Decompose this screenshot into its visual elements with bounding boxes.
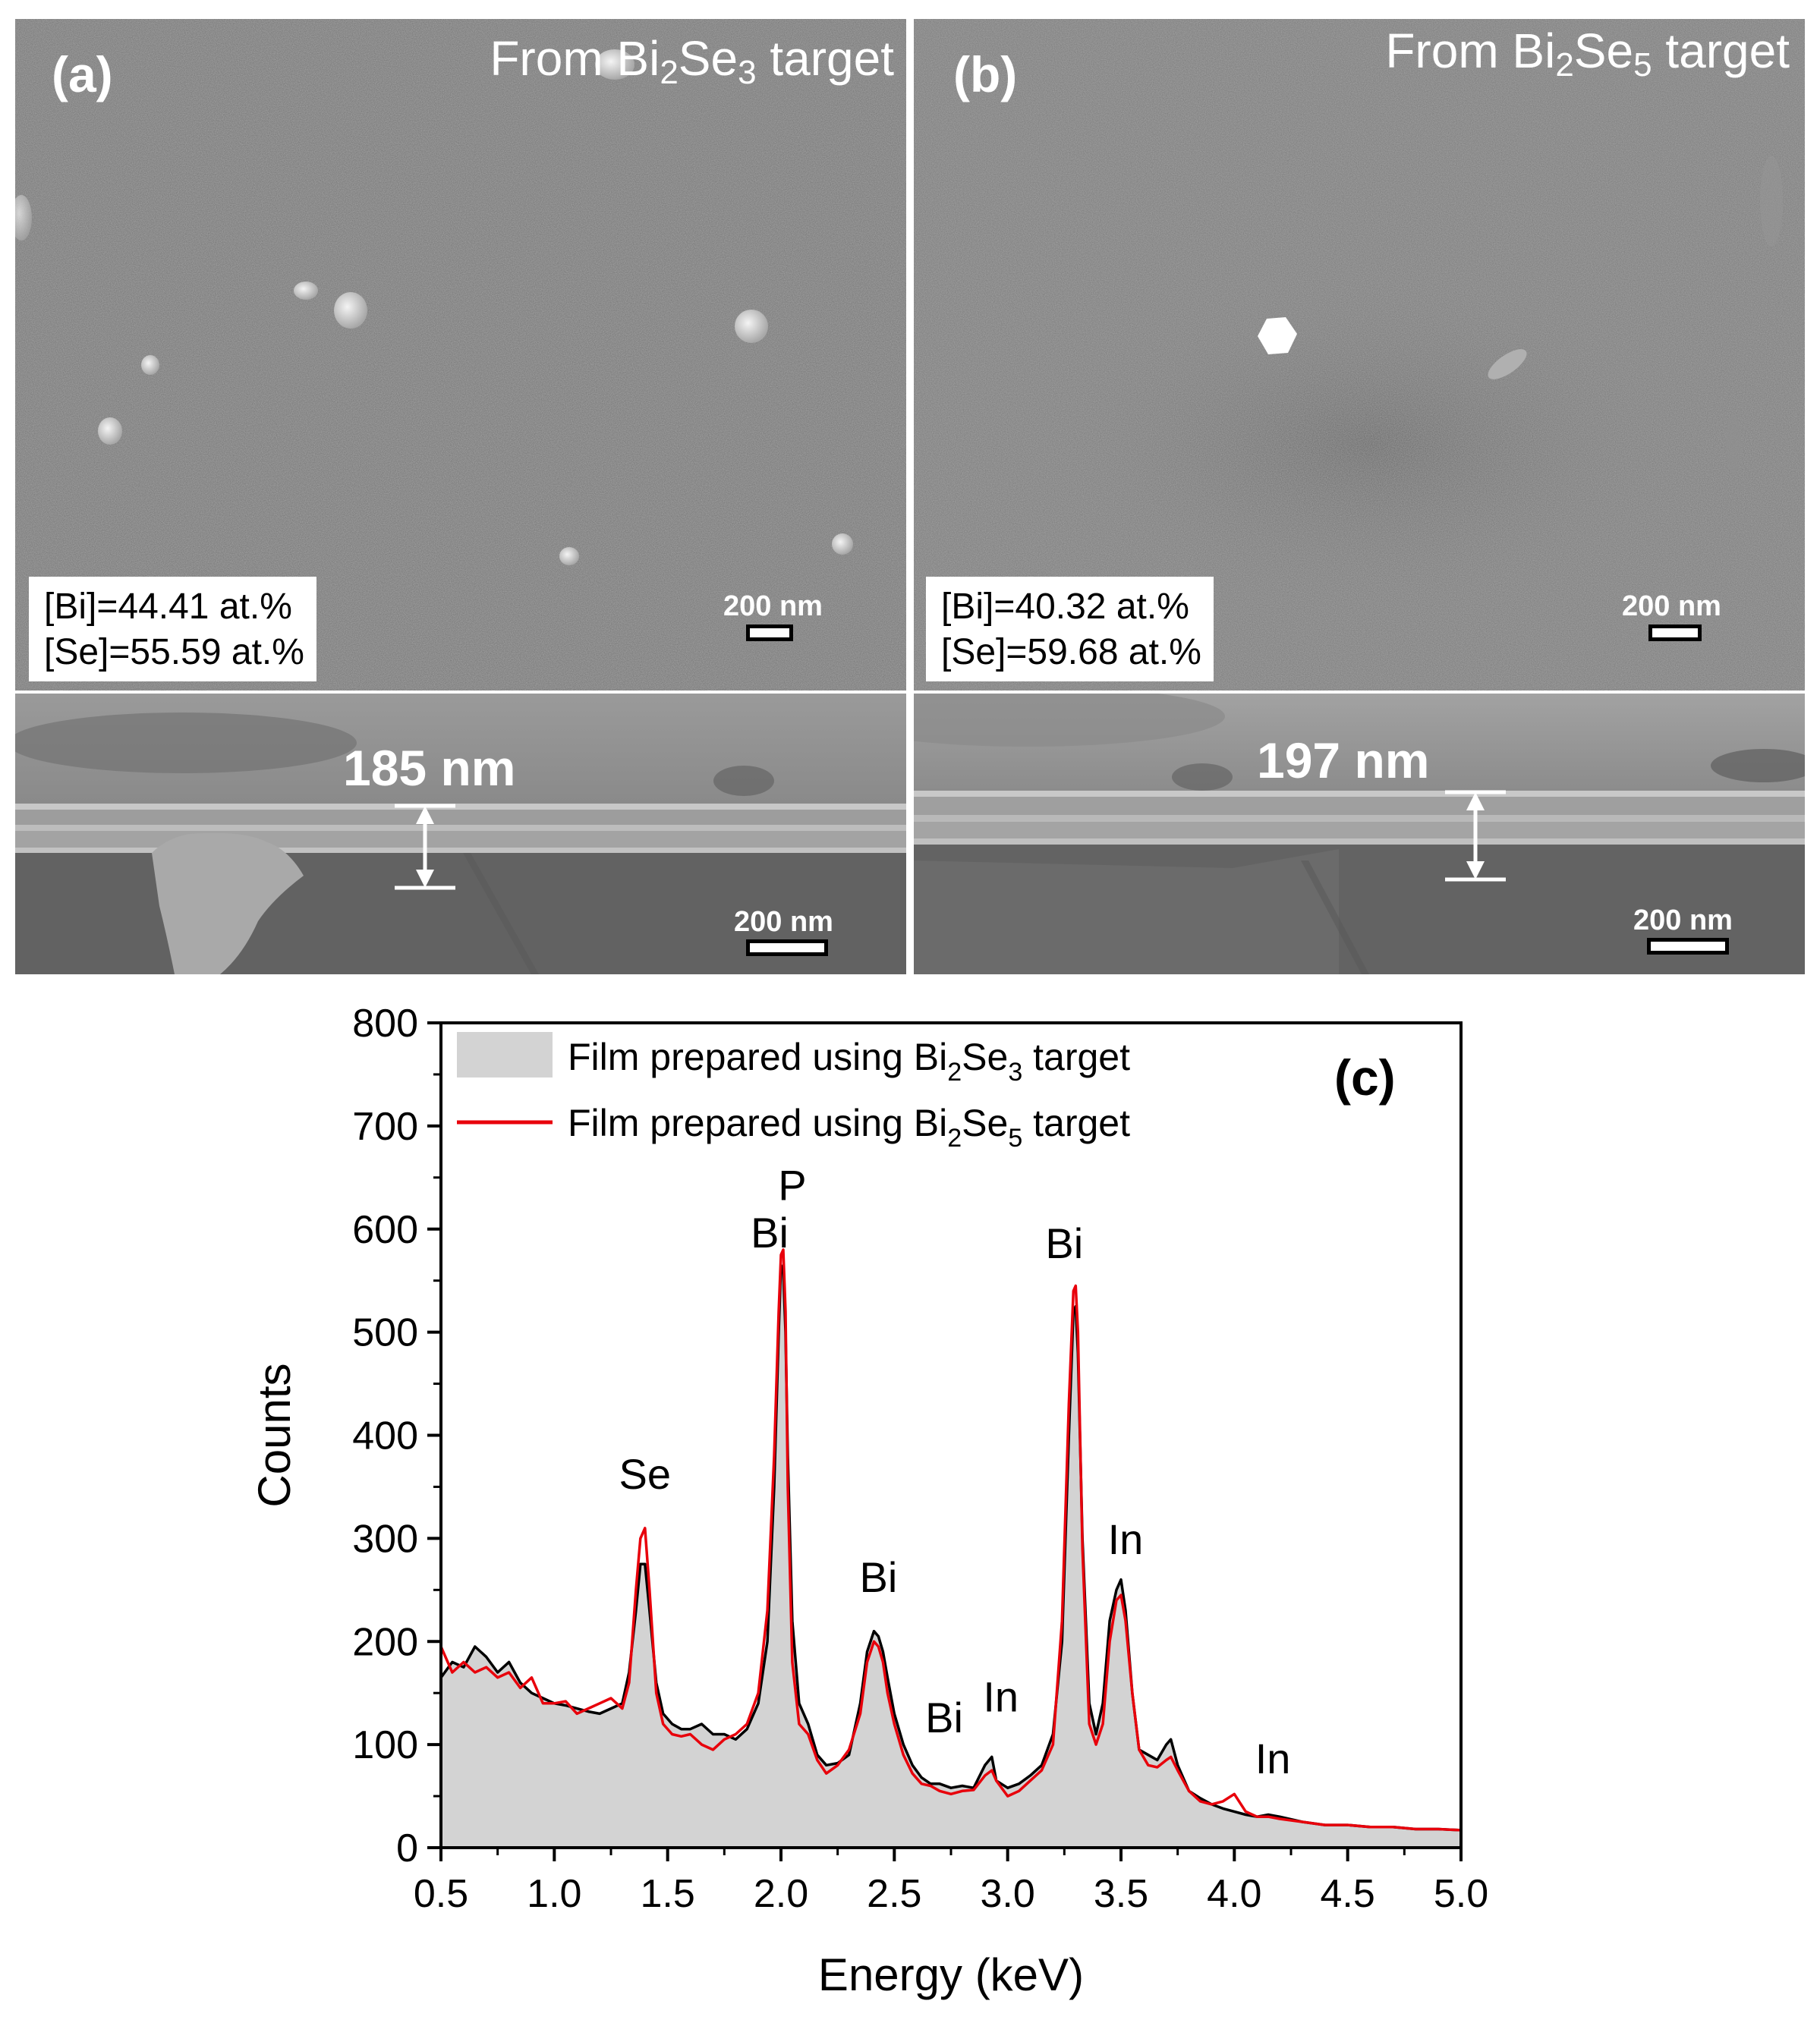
peak-label-in: In xyxy=(1255,1735,1291,1782)
scale-text-b-top: 200 nm xyxy=(1622,590,1721,622)
particle xyxy=(559,547,579,565)
y-tick-label: 100 xyxy=(352,1723,418,1767)
particle xyxy=(15,195,32,241)
x-tick-label: 0.5 xyxy=(414,1872,468,1916)
se-composition: [Se]=55.59 at.% xyxy=(44,632,304,672)
x-axis-label: Energy (keV) xyxy=(818,1949,1084,2000)
composition-box-b: [Bi]=40.32 at.% [Se]=59.68 at.% xyxy=(926,577,1214,681)
x-tick-label: 1.5 xyxy=(641,1872,695,1916)
target-subscript: 2 xyxy=(1555,46,1574,83)
target-subscript: 2 xyxy=(660,54,679,91)
peak-label-bi: Bi xyxy=(1045,1219,1083,1267)
target-prefix: From Bi xyxy=(1385,24,1556,78)
x-tick-label: 3.5 xyxy=(1094,1872,1148,1916)
y-tick-label: 200 xyxy=(352,1620,418,1664)
eds-spectrum-chart: 0.5 1.0 1.5 2.0 2.5 3.0 3.5 4.0 4.5 5.0 0 100 200 300… xyxy=(249,1002,1488,2000)
y-tick-label: 500 xyxy=(352,1311,418,1355)
scale-text-a-top: 200 nm xyxy=(723,590,823,622)
scale-text-b-cross: 200 nm xyxy=(1633,904,1733,936)
peak-label-in: In xyxy=(1108,1515,1144,1563)
legend-swatch-area xyxy=(457,1032,553,1077)
particle xyxy=(334,292,367,329)
x-tick-label: 5.0 xyxy=(1434,1872,1488,1916)
target-subscript: 3 xyxy=(738,54,757,91)
target-suffix: target xyxy=(1652,24,1790,78)
peak-label-bi: Bi xyxy=(751,1209,789,1257)
thickness-label-a: 185 nm xyxy=(343,740,516,796)
panel-label-b: (b) xyxy=(953,46,1018,102)
peak-label-p: P xyxy=(778,1162,806,1210)
y-tick-label: 600 xyxy=(352,1208,418,1252)
sem-panel-a-top: (a) From Bi2Se3 target [Bi]=44.41 at.% [… xyxy=(15,19,906,691)
x-tick-label: 4.5 xyxy=(1321,1872,1375,1916)
bi-composition: [Bi]=40.32 at.% xyxy=(941,587,1189,627)
target-label-a: From Bi2Se3 target xyxy=(490,34,894,90)
series-area-bi2se3 xyxy=(441,1265,1461,1848)
cross-section-image-a xyxy=(15,694,906,974)
x-tick-label: 2.5 xyxy=(867,1872,921,1916)
scale-bar-b-top xyxy=(1648,624,1702,641)
panel-label-a: (a) xyxy=(52,46,113,102)
bi-composition: [Bi]=44.41 at.% xyxy=(44,587,292,627)
legend-entry: Film prepared using Bi2Se3 target xyxy=(568,1036,1130,1087)
target-prefix: From Bi xyxy=(490,31,660,86)
y-axis-label: Counts xyxy=(249,1363,300,1507)
x-tick-label: 4.0 xyxy=(1207,1872,1261,1916)
y-tick-label: 800 xyxy=(352,1002,418,1046)
scale-bar-a-top xyxy=(746,624,793,641)
sem-panel-b-cross: 197 nm 200 nm xyxy=(914,694,1805,974)
x-tick-label: 2.0 xyxy=(754,1872,808,1916)
y-tick-label: 300 xyxy=(352,1517,418,1561)
particle xyxy=(595,49,634,80)
target-suffix: target xyxy=(756,31,894,86)
particle xyxy=(832,533,853,555)
thickness-label-b: 197 nm xyxy=(1257,732,1430,788)
panel-label-c: (c) xyxy=(1334,1049,1396,1106)
x-tick-label: 3.0 xyxy=(981,1872,1035,1916)
scale-text-a-cross: 200 nm xyxy=(734,906,833,938)
series-line-bi2se5 xyxy=(439,1248,1462,1832)
se-composition: [Se]=59.68 at.% xyxy=(941,632,1201,672)
peak-label-bi: Bi xyxy=(860,1553,898,1601)
composition-box-a: [Bi]=44.41 at.% [Se]=55.59 at.% xyxy=(29,577,316,681)
target-element: Se xyxy=(678,31,738,86)
scale-bar-a-cross xyxy=(746,939,828,956)
sem-panel-a-cross: 185 nm 200 nm xyxy=(15,694,906,974)
peak-label-se: Se xyxy=(619,1450,672,1498)
y-tick-label: 400 xyxy=(352,1414,418,1458)
legend-entry: Film prepared using Bi2Se5 target xyxy=(568,1102,1130,1153)
particle xyxy=(1488,349,1527,379)
sem-panel-b-top: (b) From Bi2Se5 target [Bi]=40.32 at.% [… xyxy=(914,19,1805,691)
y-tick-label: 0 xyxy=(396,1826,418,1870)
particle xyxy=(98,417,122,445)
hexagonal-particle xyxy=(1258,317,1297,354)
target-subscript: 5 xyxy=(1633,46,1652,83)
target-element: Se xyxy=(1573,24,1634,78)
y-tick-label: 700 xyxy=(352,1105,418,1149)
peak-label-bi: Bi xyxy=(925,1694,963,1741)
particle xyxy=(294,282,318,300)
scale-bar-b-cross xyxy=(1647,938,1729,955)
particle xyxy=(735,310,768,343)
peak-label-in: In xyxy=(983,1673,1019,1721)
x-tick-label: 1.0 xyxy=(527,1872,581,1916)
particle xyxy=(141,355,159,375)
target-label-b: From Bi2Se5 target xyxy=(1385,27,1790,82)
